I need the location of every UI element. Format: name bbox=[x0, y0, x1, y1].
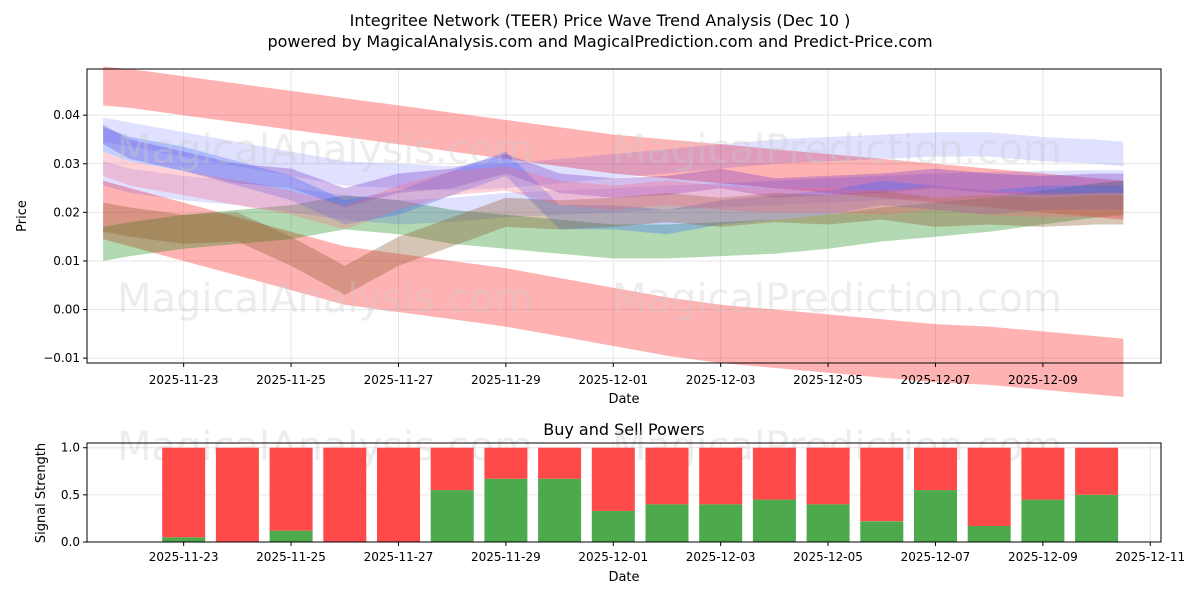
signal-axis-ticks: 2025-11-23 2025-11-25 2025-11-27 2025-11-29… bbox=[61, 441, 1185, 564]
buy-bar bbox=[484, 478, 528, 542]
price-bands bbox=[103, 66, 1124, 397]
y-tick-label: 0.5 bbox=[61, 488, 80, 502]
buy-bar bbox=[860, 521, 904, 542]
sell-bar bbox=[591, 447, 635, 511]
signal-plot-border bbox=[86, 442, 1162, 543]
signal-y-axis-label: Signal Strength bbox=[34, 443, 49, 543]
y-tick-label: −0.01 bbox=[43, 351, 80, 365]
y-tick-label: 1.0 bbox=[61, 441, 80, 455]
trend-band bbox=[103, 180, 1124, 397]
buy-bar bbox=[1021, 499, 1065, 542]
sell-bar bbox=[645, 447, 689, 505]
trend-band bbox=[103, 161, 1124, 225]
buy-bar bbox=[752, 499, 796, 542]
sell-bar bbox=[699, 447, 743, 505]
y-tick-label: 0.04 bbox=[53, 108, 80, 122]
x-tick-label: 2025-12-01 bbox=[578, 550, 648, 564]
sell-bar bbox=[162, 447, 206, 538]
x-tick-label: 2025-12-09 bbox=[1008, 550, 1078, 564]
x-tick-label: 2025-12-03 bbox=[686, 550, 756, 564]
chart-title-line2: powered by MagicalAnalysis.com and Magic… bbox=[267, 32, 932, 51]
x-tick-label: 2025-12-07 bbox=[901, 373, 971, 387]
buy-bar bbox=[538, 478, 582, 542]
trend-band bbox=[103, 151, 1124, 230]
signal-bars bbox=[162, 447, 1119, 542]
x-tick-label: 2025-12-05 bbox=[793, 373, 863, 387]
sell-bar bbox=[752, 447, 796, 500]
watermark-text: MagicalPrediction.com bbox=[612, 127, 1062, 173]
trend-band bbox=[103, 190, 1124, 295]
sell-bar bbox=[860, 447, 904, 522]
buy-bar bbox=[967, 526, 1011, 542]
buy-bar bbox=[269, 530, 313, 542]
x-tick-label: 2025-12-03 bbox=[686, 373, 756, 387]
buy-bar bbox=[162, 537, 206, 542]
x-tick-label: 2025-12-09 bbox=[1008, 373, 1078, 387]
price-plot-frame bbox=[87, 69, 1161, 363]
buy-bar bbox=[806, 504, 850, 542]
buy-bar bbox=[591, 510, 635, 542]
buy-bar bbox=[430, 490, 474, 542]
buy-bar bbox=[1075, 494, 1119, 542]
signal-chart-title: Buy and Sell Powers bbox=[543, 420, 705, 439]
x-tick-label: 2025-11-27 bbox=[364, 550, 434, 564]
y-tick-label: 0.01 bbox=[53, 254, 80, 268]
trend-band bbox=[103, 180, 1124, 261]
x-tick-label: 2025-11-25 bbox=[256, 373, 326, 387]
sell-bar bbox=[269, 447, 313, 531]
x-tick-label: 2025-12-01 bbox=[578, 373, 648, 387]
sell-bar bbox=[430, 447, 474, 491]
sell-bar bbox=[377, 447, 420, 542]
watermark-text: MagicalPrediction.com bbox=[612, 276, 1062, 322]
chart-title-line1: Integritee Network (TEER) Price Wave Tre… bbox=[350, 11, 851, 30]
price-axis-ticks: 2025-11-23 2025-11-25 2025-11-27 2025-11-29… bbox=[43, 108, 1078, 387]
x-tick-label: 2025-11-29 bbox=[471, 550, 541, 564]
price-watermarks: MagicalAnalysis.com MagicalPrediction.co… bbox=[117, 127, 1062, 322]
y-tick-label: 0.00 bbox=[53, 303, 80, 317]
price-y-axis-label: Price bbox=[15, 200, 30, 232]
x-tick-label: 2025-12-07 bbox=[901, 550, 971, 564]
y-tick-label: 0.0 bbox=[61, 535, 80, 549]
x-tick-label: 2025-11-23 bbox=[149, 550, 219, 564]
buy-bar bbox=[914, 490, 957, 542]
sell-bar bbox=[538, 447, 582, 479]
y-tick-label: 0.02 bbox=[53, 205, 80, 219]
watermark-text: MagicalAnalysis.com bbox=[117, 276, 533, 322]
price-plot: MagicalAnalysis.com MagicalPrediction.co… bbox=[15, 66, 1162, 407]
trend-band bbox=[103, 127, 1124, 235]
sell-bar bbox=[806, 447, 850, 505]
price-x-axis-label: Date bbox=[608, 392, 639, 407]
sell-bar bbox=[914, 447, 957, 491]
buy-bar bbox=[699, 504, 743, 542]
x-tick-label: 2025-11-25 bbox=[256, 550, 326, 564]
x-tick-label: 2025-11-29 bbox=[471, 373, 541, 387]
price-grid bbox=[87, 69, 1161, 363]
x-tick-label: 2025-12-05 bbox=[793, 550, 863, 564]
y-tick-label: 0.03 bbox=[53, 157, 80, 171]
trend-band bbox=[103, 66, 1124, 220]
sell-bar bbox=[484, 447, 528, 479]
x-tick-label: 2025-11-27 bbox=[364, 373, 434, 387]
sell-bar bbox=[323, 447, 367, 542]
sell-bar bbox=[1075, 447, 1119, 495]
x-tick-label: 2025-12-11 bbox=[1115, 550, 1185, 564]
signal-plot: MagicalAnalysis.com MagicalPrediction.co… bbox=[34, 424, 1185, 585]
sell-bar bbox=[215, 447, 259, 542]
trend-band bbox=[103, 117, 1124, 191]
price-plot-border bbox=[86, 68, 1162, 364]
signal-x-axis-label: Date bbox=[608, 570, 639, 585]
x-tick-label: 2025-11-23 bbox=[149, 373, 219, 387]
buy-bar bbox=[645, 504, 689, 542]
sell-bar bbox=[1021, 447, 1065, 500]
watermark-text: MagicalAnalysis.com bbox=[117, 127, 533, 173]
sell-bar bbox=[967, 447, 1011, 526]
trend-band bbox=[103, 124, 1124, 208]
